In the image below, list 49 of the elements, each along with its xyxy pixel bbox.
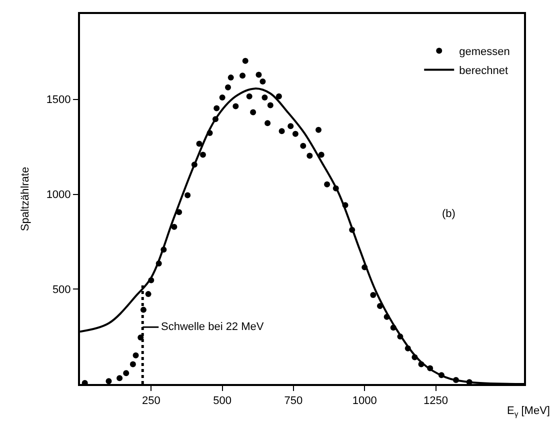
point: [106, 378, 112, 384]
point: [116, 375, 123, 382]
point: [184, 192, 191, 198]
point: [278, 128, 285, 134]
point: [171, 224, 178, 230]
point: [200, 152, 206, 158]
point: [264, 120, 271, 126]
x-axis-title: E$_{γ}$ [MeV]: [507, 405, 550, 418]
point: [256, 72, 262, 78]
y-axis-title: Spaltzählrate: [19, 166, 32, 232]
legend-label: berechnet: [459, 64, 508, 77]
point: [292, 130, 298, 137]
legend-label: gemessen: [459, 46, 510, 58]
point: [219, 94, 226, 100]
point: [228, 74, 234, 81]
annotation: (b): [442, 208, 456, 220]
point: [267, 102, 274, 108]
point: [132, 352, 139, 358]
x-tick-label: 500: [213, 395, 232, 408]
y-tick-label: 500: [52, 284, 71, 296]
point: [138, 334, 144, 341]
point: [242, 58, 248, 64]
point: [240, 72, 246, 79]
point: [306, 152, 313, 159]
y-tick-label: 1000: [46, 189, 71, 202]
x-tick-label: 1250: [424, 395, 448, 408]
point: [288, 123, 294, 130]
point: [250, 109, 256, 116]
x-tick-label: 1000: [352, 395, 377, 408]
point: [232, 103, 239, 110]
point: [262, 94, 268, 100]
point: [318, 152, 324, 158]
y-tick-label: 1500: [46, 94, 71, 106]
annotation: Schwelle bei 22 MeV: [161, 321, 264, 333]
point: [246, 93, 252, 100]
point: [123, 370, 130, 376]
point: [370, 292, 376, 298]
point: [260, 78, 266, 85]
point: [214, 105, 220, 112]
point: [316, 126, 322, 133]
point: [276, 93, 282, 100]
x-tick-label: 750: [284, 395, 303, 408]
point: [145, 291, 152, 298]
point: [225, 84, 231, 90]
x-tick-label: 250: [142, 395, 160, 408]
point: [324, 181, 330, 188]
point: [300, 142, 306, 149]
point: [196, 140, 202, 147]
point: [130, 361, 136, 368]
